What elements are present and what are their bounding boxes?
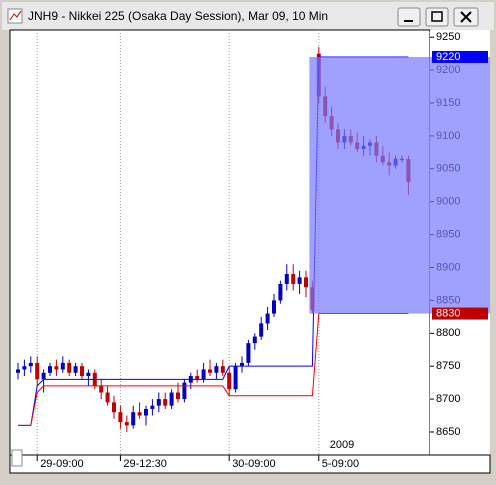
candle-body (137, 412, 142, 416)
candle-body (54, 366, 59, 370)
x-tick-label: 30-09:00 (232, 458, 275, 470)
candle-body (208, 369, 212, 373)
candle-body (163, 399, 168, 406)
candle-body (16, 369, 20, 373)
candle-body (284, 274, 289, 284)
candle-body (297, 277, 302, 284)
window-title: JNH9 - Nikkei 225 (Osaka Day Session), M… (28, 9, 328, 23)
candle-body (233, 366, 238, 390)
minimize-button[interactable] (397, 7, 421, 27)
x-axis-area (9, 454, 491, 474)
candle-body (201, 369, 206, 380)
candle-body (48, 366, 52, 373)
candle-body (291, 274, 296, 284)
x-tick-label: 29-12:30 (123, 458, 166, 470)
candle-body (304, 277, 308, 288)
candle-body (259, 323, 264, 337)
y-tick-label: 9250 (436, 31, 460, 43)
y-tick-label: 8750 (436, 360, 460, 372)
y-tick-label: 8700 (436, 393, 460, 405)
candle-body (22, 366, 27, 370)
candle-body (99, 385, 104, 393)
candle-body (195, 376, 200, 380)
window-icon (7, 8, 23, 24)
price-marker-label: 9220 (436, 51, 460, 63)
window-icon-glyph (9, 10, 22, 21)
candle-body (124, 422, 129, 426)
candle-body (131, 412, 136, 426)
candle-body (105, 392, 110, 403)
candle-body (60, 362, 65, 370)
candle-body (176, 392, 180, 400)
candle-body (80, 366, 84, 377)
candle-body (41, 372, 46, 380)
y-tick-label: 8650 (436, 426, 460, 438)
candle-body (278, 283, 283, 301)
candle-body (144, 408, 148, 416)
scroll-box[interactable] (11, 449, 23, 467)
year-label: 2009 (330, 439, 354, 451)
candle-body (227, 372, 232, 390)
candle-body (240, 362, 244, 367)
price-marker (432, 307, 488, 320)
candle-body (118, 412, 123, 423)
candle-body (252, 336, 257, 344)
candle-body (169, 392, 174, 406)
candle-body (112, 402, 116, 413)
x-tick-label: 5-09:00 (322, 458, 359, 470)
candle-body (214, 366, 219, 373)
y-tick-label: 8800 (436, 327, 460, 339)
candle-body (265, 313, 270, 324)
candle-body (67, 362, 72, 373)
candle-body (86, 372, 91, 377)
maximize-button[interactable] (425, 7, 449, 27)
price-marker-label: 8830 (436, 307, 460, 319)
maximize-glyph (431, 11, 443, 22)
candle-body (28, 362, 33, 367)
close-glyph (460, 11, 472, 23)
range-box (309, 56, 490, 314)
candle-body (246, 343, 251, 363)
candle-body (220, 366, 225, 373)
x-tick-label: 29-09:00 (40, 458, 83, 470)
candle-body (73, 366, 78, 373)
candle-body (150, 405, 155, 409)
candle-body (156, 399, 161, 406)
candle-body (272, 300, 276, 314)
candle-body (182, 382, 187, 400)
candle-body (35, 362, 40, 380)
price-marker (432, 50, 488, 63)
